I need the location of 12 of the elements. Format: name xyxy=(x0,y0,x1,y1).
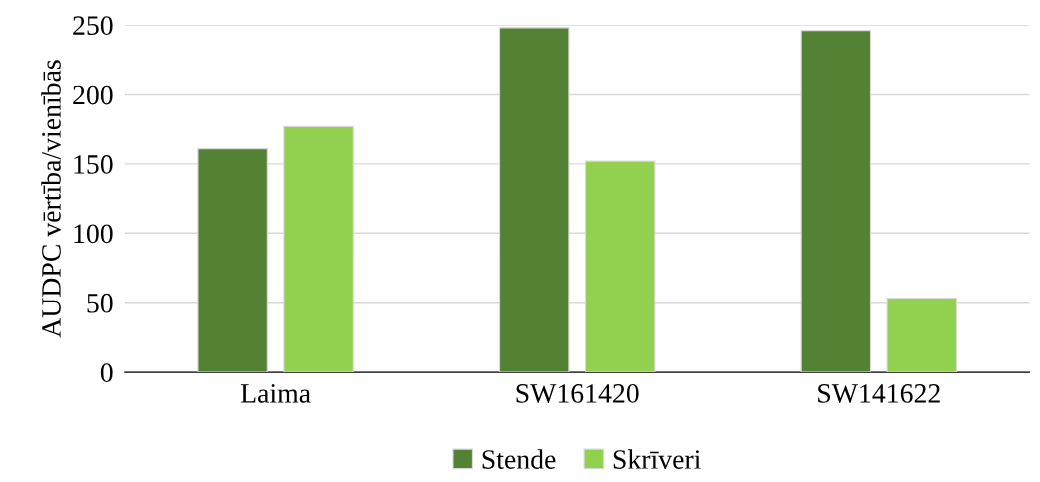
y-tick-label: 100 xyxy=(74,224,113,244)
y-axis-title: AUDPC vērtība/vienībās xyxy=(41,60,61,338)
y-tick-label: 150 xyxy=(74,155,113,174)
x-tick-label: Laima xyxy=(240,384,311,403)
y-tick-label: 200 xyxy=(73,85,113,105)
y-tick-label: 250 xyxy=(73,16,113,35)
legend-label: Stende xyxy=(482,449,556,469)
y-tick-label: 50 xyxy=(87,293,113,313)
x-tick-label: SW141622 xyxy=(818,384,940,403)
y-tick-label: 0 xyxy=(100,363,113,383)
x-tick-label: SW161420 xyxy=(516,384,639,403)
legend-label: Skrīveri xyxy=(613,449,701,469)
